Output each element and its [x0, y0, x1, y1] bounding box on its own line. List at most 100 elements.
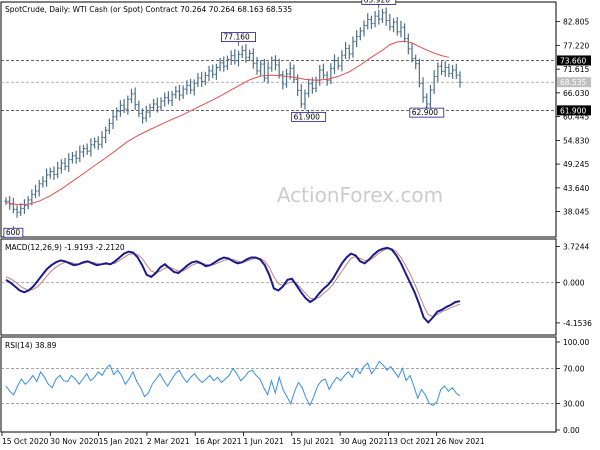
hline-label-2: 61.900	[557, 105, 591, 116]
rsi-tick-3: 0.00	[563, 426, 580, 435]
price-tick-5: 54.830	[563, 136, 589, 145]
x-tick-9: 26 Nov 2021	[437, 437, 485, 446]
price-bar-87	[325, 71, 329, 86]
rsi-tick-0: 100.00	[563, 338, 589, 347]
price-bar-13	[52, 166, 56, 180]
annotation-label-3: 62.900	[412, 108, 438, 117]
hline-label-0: 73.660	[557, 55, 591, 66]
price-bar-94	[351, 36, 355, 58]
price-bar-25	[96, 136, 100, 150]
price-bar-32	[122, 98, 126, 113]
price-bar-42	[159, 97, 163, 111]
price-bar-40	[152, 98, 156, 112]
price-bar-12	[48, 167, 52, 179]
x-tick-6: 15 Jul 2021	[292, 437, 335, 446]
price-bar-112	[417, 58, 421, 88]
price-bar-15	[59, 159, 63, 174]
date-x-axis: 15 Oct 2020 30 Nov 2020 15 Jan 2021 2 Mar 2…	[1, 432, 485, 446]
macd-tick-0: 3.7244	[563, 243, 589, 252]
price-bar-123	[458, 71, 462, 88]
price-bar-61	[229, 50, 233, 65]
price-bar-29	[111, 110, 115, 130]
price-bar-107	[399, 20, 403, 38]
price-bar-89	[332, 54, 337, 74]
x-tick-1: 30 Nov 2020	[50, 437, 98, 446]
price-bar-110	[410, 42, 414, 63]
price-bar-116	[432, 70, 436, 94]
price-bar-49	[185, 80, 189, 95]
price-bar-44	[166, 91, 171, 105]
price-bar-58	[218, 57, 222, 72]
price-bar-31	[118, 100, 123, 117]
price-panel-frame	[0, 1, 557, 238]
price-tick-7: 43.640	[563, 184, 589, 193]
annotation-0: 85.920	[361, 0, 397, 9]
price-chart-title: SpotCrude, Daily: WTI Cash (or Spot) Con…	[5, 5, 292, 14]
price-bar-113	[421, 77, 425, 103]
price-bar-97	[362, 20, 366, 37]
price-bar-16	[63, 157, 67, 171]
price-bar-82	[307, 78, 311, 98]
price-bar-92	[343, 42, 348, 60]
price-bar-24	[92, 137, 97, 149]
price-bar-43	[163, 92, 167, 107]
hline-label-1: 68.535	[557, 77, 591, 88]
price-tick-4: 60.445	[563, 113, 589, 122]
macd-main-line	[5, 246, 461, 324]
price-bar-81	[303, 89, 307, 110]
x-tick-5: 1 Jun 2021	[243, 437, 284, 446]
price-bar-19	[74, 150, 78, 164]
price-bar-36	[137, 100, 141, 118]
price-bar-71	[266, 61, 270, 84]
hline-value-1: 68.535	[560, 78, 586, 87]
price-bar-27	[104, 126, 108, 144]
price-bar-76	[284, 68, 289, 88]
price-bar-88	[329, 63, 333, 85]
rsi-title: RSI(14) 38.89	[5, 341, 57, 350]
price-bar-20	[78, 145, 82, 163]
price-bar-17	[67, 153, 71, 172]
price-bar-93	[347, 44, 351, 60]
price-tick-3: 66.030	[563, 89, 589, 98]
price-bar-80	[299, 84, 303, 108]
price-bar-38	[144, 105, 148, 122]
annotation-label-2: 61.900	[294, 112, 320, 121]
price-bar-52	[196, 73, 200, 88]
rsi-panel-frame	[0, 336, 557, 433]
price-tick-8: 38.045	[563, 208, 589, 217]
price-bar-37	[140, 108, 145, 124]
price-bar-108	[403, 23, 407, 43]
price-bar-65	[244, 44, 248, 63]
price-bar-122	[454, 63, 458, 79]
price-bar-103	[384, 7, 388, 26]
price-bar-18	[70, 151, 75, 164]
price-bar-99	[369, 15, 374, 29]
price-bar-69	[259, 60, 263, 77]
price-bar-39	[148, 103, 152, 118]
price-bar-33	[126, 95, 130, 115]
price-bar-102	[380, 8, 385, 23]
price-bar-30	[115, 107, 119, 121]
price-bar-4	[19, 203, 23, 217]
price-bar-115	[428, 84, 433, 110]
annotation-label-4: 600	[6, 228, 21, 237]
price-bar-6	[26, 196, 30, 210]
price-bar-47	[177, 84, 182, 101]
x-tick-3: 2 Mar 2021	[147, 437, 190, 446]
watermark: ActionForex.com	[277, 183, 443, 207]
price-bar-45	[170, 90, 174, 107]
price-bar-104	[388, 14, 392, 31]
price-bar-28	[107, 118, 111, 135]
price-bar-5	[22, 199, 27, 214]
price-tick-0: 82.805	[563, 18, 589, 27]
price-bar-86	[321, 63, 326, 79]
price-bar-50	[188, 78, 193, 94]
price-bar-98	[366, 13, 370, 30]
price-bar-64	[240, 45, 244, 59]
macd-panel-frame	[0, 238, 557, 336]
rsi-line	[5, 360, 461, 407]
price-bar-96	[358, 27, 362, 41]
price-bar-105	[391, 18, 396, 33]
price-bar-9	[37, 179, 41, 197]
